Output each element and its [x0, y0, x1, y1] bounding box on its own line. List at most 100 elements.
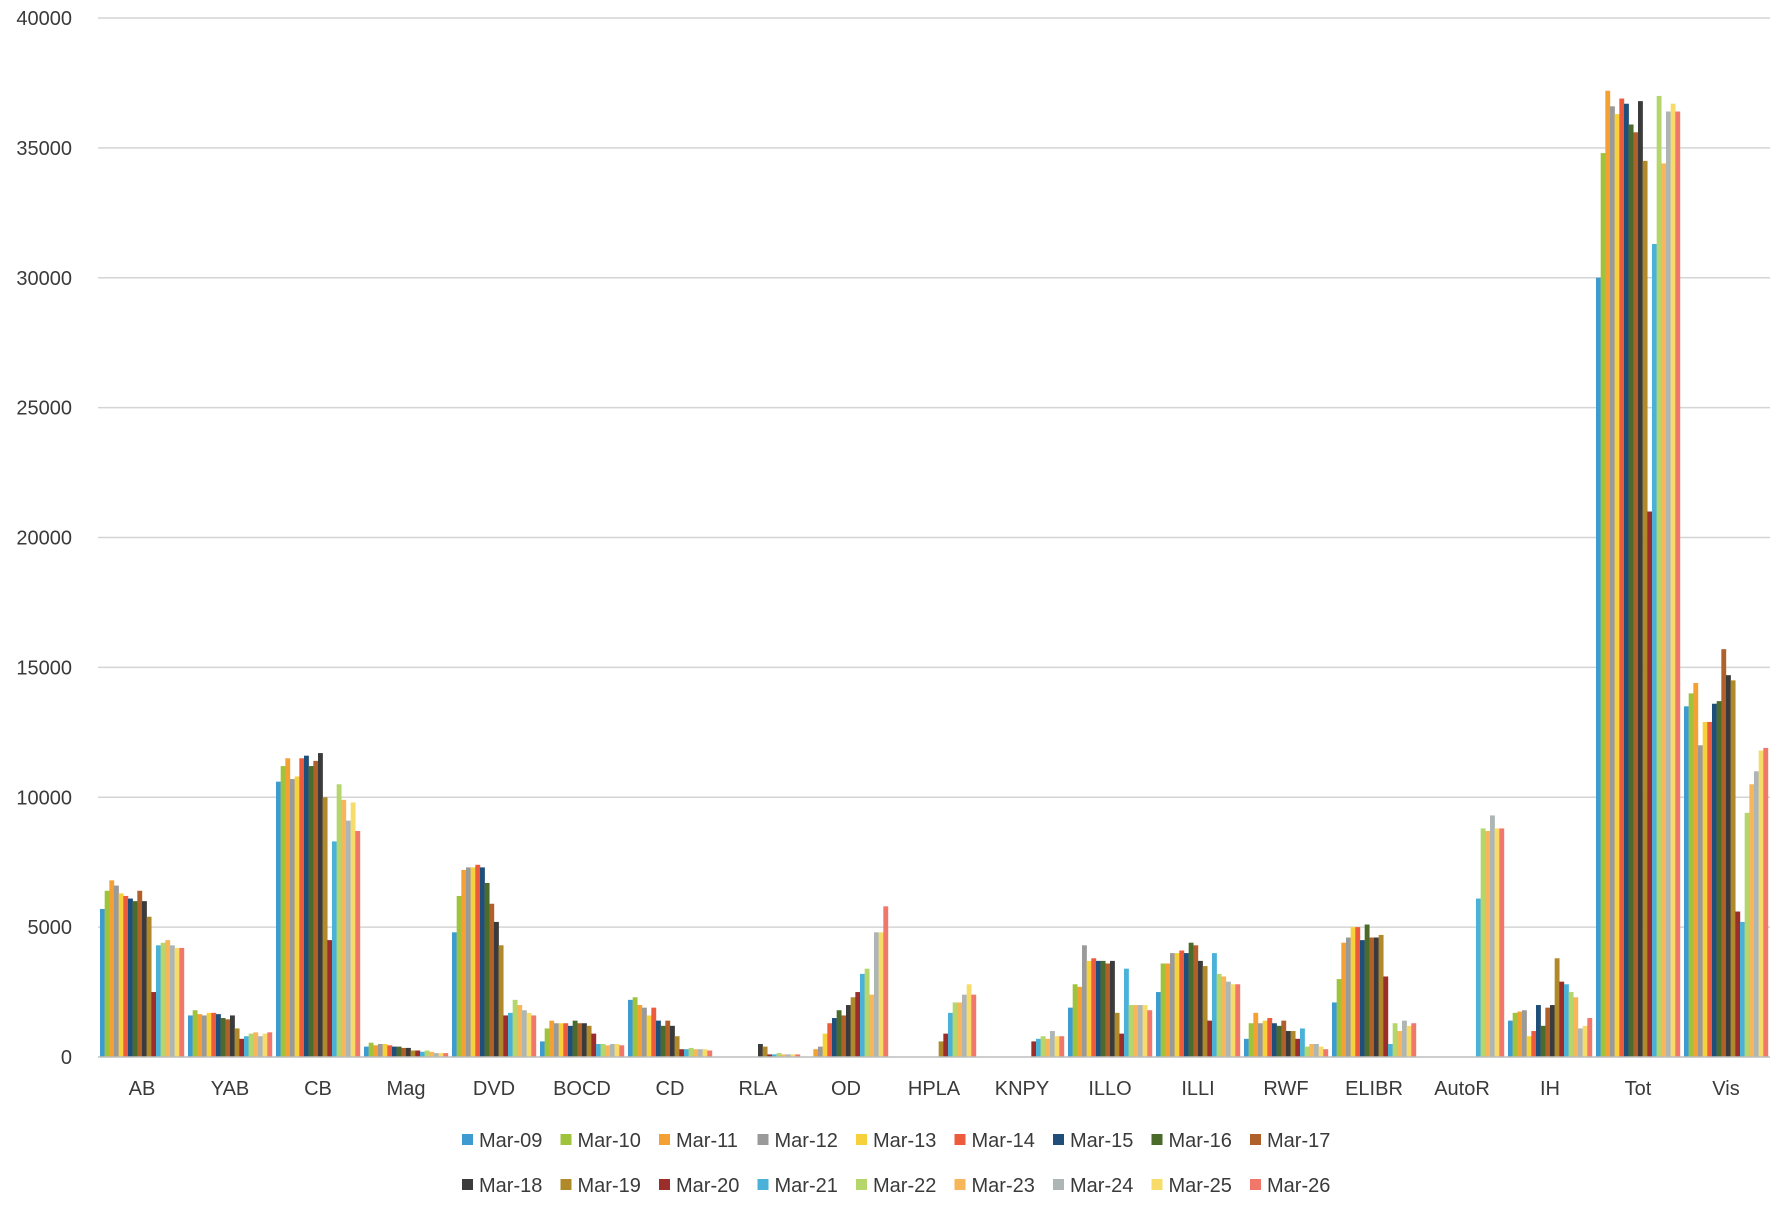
bar [452, 932, 457, 1057]
bar [1740, 921, 1745, 1057]
bar [174, 947, 180, 1057]
bar [1314, 1044, 1319, 1057]
bar [1244, 1038, 1249, 1057]
bar [1754, 771, 1759, 1057]
bar [1476, 898, 1481, 1057]
bar [596, 1044, 601, 1057]
bar [1526, 1036, 1532, 1057]
bar [1633, 132, 1639, 1058]
bar [1614, 114, 1620, 1058]
bar-group-illo [1068, 945, 1153, 1057]
bar [1744, 812, 1750, 1057]
bar [142, 901, 147, 1057]
bar [1045, 1038, 1051, 1057]
y-tick-label: 30000 [16, 268, 72, 290]
legend-swatch [462, 1134, 473, 1145]
legend-label: Mar-24 [1070, 1175, 1133, 1197]
bar [1670, 103, 1676, 1058]
bar-group-cd [628, 997, 713, 1057]
x-category-label: HPLA [908, 1078, 961, 1100]
bar [1726, 675, 1731, 1057]
bar [225, 1019, 231, 1057]
bar [1156, 992, 1161, 1057]
bar [1059, 1036, 1065, 1057]
bar [582, 1023, 587, 1057]
bar [1661, 163, 1667, 1057]
bar [1554, 958, 1560, 1057]
bar [1068, 1007, 1073, 1057]
legend-item: Mar-24 [1053, 1175, 1133, 1197]
legend-label: Mar-21 [775, 1175, 838, 1197]
x-category-label: Tot [1625, 1078, 1652, 1100]
bar [1652, 243, 1657, 1058]
bar [114, 885, 119, 1057]
bar [637, 1005, 643, 1057]
legend-label: Mar-18 [479, 1175, 542, 1197]
bar [540, 1041, 545, 1057]
x-category-label: KNPY [995, 1078, 1049, 1100]
bar [1605, 90, 1611, 1058]
bar-group-bocd [540, 1020, 625, 1057]
bar [1309, 1044, 1315, 1057]
bar [480, 867, 485, 1057]
bar [503, 1015, 509, 1057]
bar [517, 1005, 523, 1057]
bar [591, 1033, 597, 1057]
bar [494, 921, 499, 1057]
bar [1485, 831, 1491, 1057]
bar [290, 779, 295, 1057]
bar [1226, 981, 1231, 1057]
legend: Mar-09 Mar-10 Mar-11 Mar-12 Mar-13 Mar-14 Mar-… [462, 1130, 1330, 1197]
x-category-label: AutoR [1434, 1078, 1490, 1100]
bar [434, 1053, 439, 1057]
bar [836, 1010, 842, 1057]
legend-swatch [1053, 1179, 1064, 1190]
legend-item: Mar-23 [954, 1175, 1035, 1197]
bar [1480, 828, 1486, 1057]
bar [156, 945, 161, 1057]
bar [957, 1002, 963, 1057]
bar-group-elibr [1332, 924, 1417, 1058]
bar [1490, 815, 1495, 1057]
bar [1253, 1012, 1259, 1057]
bar [1119, 1033, 1125, 1057]
bar [188, 1015, 193, 1057]
bar [248, 1033, 254, 1057]
legend-swatch [462, 1179, 473, 1190]
bar [1142, 1005, 1148, 1057]
x-category-label: YAB [211, 1078, 250, 1100]
bar [1054, 1036, 1060, 1057]
bar [1721, 649, 1727, 1057]
x-category-label: ELIBR [1345, 1078, 1403, 1100]
bar [1188, 942, 1194, 1057]
bar [1397, 1031, 1403, 1057]
bar [762, 1046, 768, 1057]
bar [1096, 960, 1101, 1057]
bar [1411, 1023, 1417, 1057]
bar [522, 1010, 527, 1057]
bar [850, 997, 856, 1057]
legend-item: Mar-20 [659, 1175, 739, 1197]
bar [1128, 1005, 1134, 1057]
bar [1221, 976, 1227, 1057]
bar [1086, 960, 1092, 1057]
bar [1133, 1005, 1139, 1057]
bar [1698, 745, 1703, 1057]
bar [262, 1033, 268, 1057]
bar [707, 1050, 713, 1057]
bar [299, 758, 305, 1057]
bar [1656, 95, 1662, 1058]
bar-group-od [813, 906, 889, 1057]
bar [776, 1053, 782, 1057]
bar [368, 1042, 374, 1057]
bar [1512, 1012, 1518, 1057]
bar [1036, 1038, 1041, 1057]
bar [332, 841, 337, 1057]
bar [610, 1044, 615, 1057]
bar [1174, 953, 1180, 1057]
x-category-label: ILLO [1088, 1078, 1131, 1100]
bar [1124, 968, 1129, 1057]
bar [702, 1049, 708, 1057]
y-tick-label: 20000 [16, 528, 72, 550]
legend-swatch [1250, 1179, 1261, 1190]
